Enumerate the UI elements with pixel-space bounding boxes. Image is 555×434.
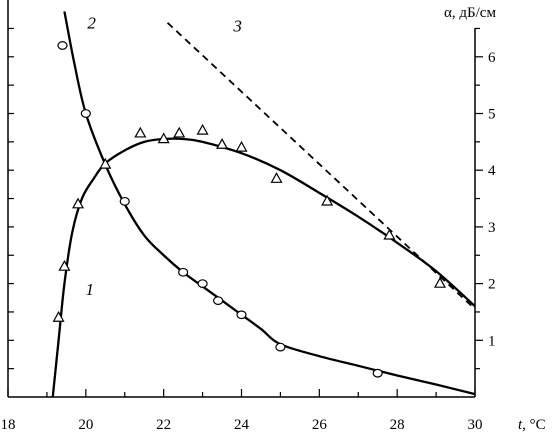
data-point-series-2 [197, 279, 208, 289]
series-line-1 [51, 137, 476, 398]
data-point-series-1 [235, 140, 248, 152]
tick-labels: 18 20 22 24 26 28 30 1 2 3 4 5 6 [1, 50, 497, 433]
data-point-series-2 [275, 342, 286, 352]
x-axis-label: t, °C [518, 417, 546, 433]
series-line-3 [166, 22, 476, 310]
data-point-series-1 [173, 126, 186, 138]
data-point-series-2 [213, 296, 224, 306]
data-point-series-1 [270, 172, 283, 183]
data-point-series-1 [72, 197, 85, 209]
data-point-series-2 [80, 109, 91, 118]
data-point-series-2 [372, 368, 383, 378]
data-point-series-2 [236, 310, 247, 320]
data-point-series-1 [196, 123, 209, 135]
data-point-series-2 [178, 267, 189, 277]
markers [52, 41, 446, 378]
data-point-series-1 [216, 138, 229, 149]
x-tick-label: 30 [468, 417, 483, 433]
curve-label-2: 2 [87, 13, 96, 32]
y-tick-label: 1 [488, 333, 496, 349]
series [51, 11, 476, 398]
data-point-series-2 [119, 196, 130, 206]
data-point-series-1 [383, 228, 396, 240]
x-axis-variable: t [518, 417, 523, 433]
x-tick-label: 20 [78, 417, 93, 433]
curve-labels: 1 2 3 [85, 13, 241, 298]
y-tick-label: 4 [488, 163, 496, 179]
data-point-series-1 [99, 157, 112, 169]
data-point-series-1 [52, 310, 65, 322]
ticks [7, 27, 483, 397]
curve-label-1: 1 [85, 280, 94, 299]
series-line-2 [63, 11, 476, 396]
data-point-series-1 [433, 276, 446, 288]
data-point-series-1 [321, 194, 334, 206]
x-axis-unit: , °C [522, 417, 546, 433]
y-tick-label: 2 [488, 277, 496, 293]
y-tick-label: 3 [488, 220, 496, 236]
x-tick-label: 22 [156, 417, 171, 433]
y-tick-label: 6 [488, 50, 496, 66]
data-point-series-2 [57, 41, 68, 50]
x-tick-label: 24 [234, 417, 250, 433]
x-tick-label: 26 [312, 417, 328, 433]
data-point-series-1 [157, 132, 170, 144]
data-point-series-1 [134, 126, 147, 138]
data-point-series-1 [58, 259, 71, 271]
x-tick-label: 18 [1, 417, 16, 433]
curve-label-3: 3 [232, 16, 242, 35]
y-axis-label: α, дБ/см [444, 5, 496, 21]
y-tick-label: 5 [488, 107, 496, 123]
x-tick-label: 28 [390, 417, 405, 433]
